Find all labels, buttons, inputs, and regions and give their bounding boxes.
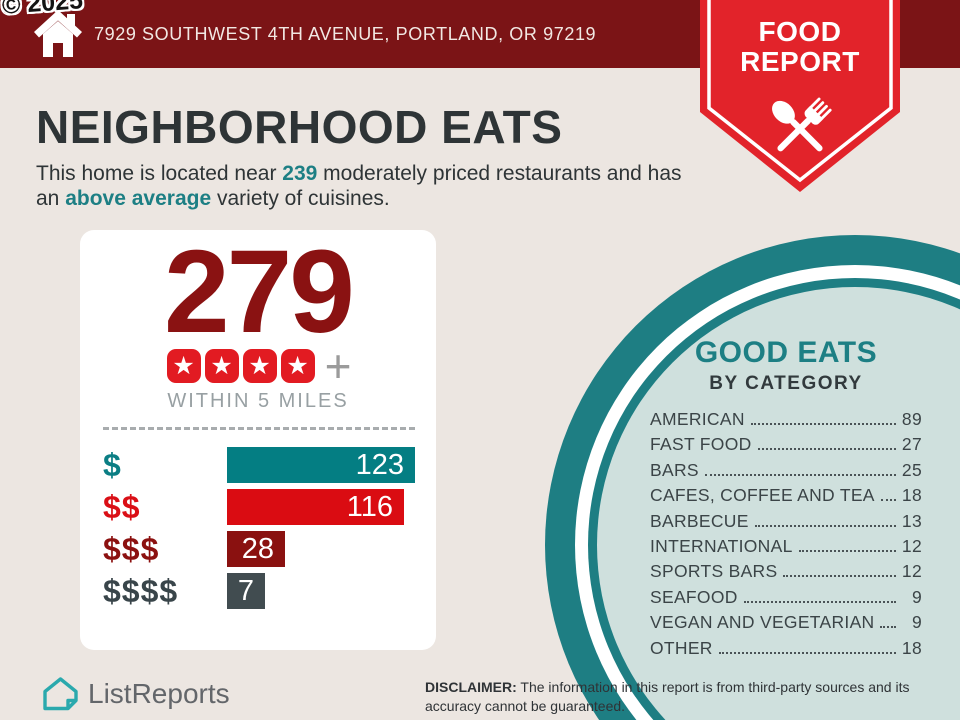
listreports-brand: ListReports — [42, 676, 230, 712]
star-icon: ★ — [242, 349, 277, 383]
category-row: SPORTS BARS 12 — [650, 561, 922, 586]
price-tier-bar-chart: $123 $$ 116 $$$ 28 $$$$ 7 — [103, 447, 416, 615]
category-value: 9 — [911, 586, 922, 607]
dotted-leader — [718, 651, 896, 654]
category-label: OTHER — [650, 637, 713, 658]
subtitle-text-3: variety of cuisines. — [211, 187, 390, 210]
property-address: 7929 SOUTHWEST 4TH AVENUE, PORTLAND, OR … — [94, 23, 597, 44]
category-list: AMERICAN 89 FAST FOOD 27 BARS 25 CAFES, COFFEE… — [650, 409, 922, 663]
dotted-leader — [880, 499, 896, 502]
disclaimer-label: DISCLAIMER: — [425, 679, 517, 695]
brand-name: ListReports — [88, 678, 230, 709]
star-glyph: ★ — [286, 350, 309, 380]
price-bar-row: $$$$ 7 — [103, 573, 416, 609]
food-report-ribbon: FOOD REPORT — [700, 0, 900, 200]
category-value: 13 — [901, 510, 922, 531]
dotted-leader — [754, 524, 896, 527]
price-bar-row: $$$ 28 — [103, 531, 416, 567]
home-icon — [34, 10, 82, 57]
star-icon: ★ — [204, 349, 239, 383]
dotted-leader — [757, 448, 896, 451]
category-label: VEGAN AND VEGETARIAN — [650, 612, 875, 633]
category-label: INTERNATIONAL — [650, 535, 793, 556]
category-value: 12 — [901, 561, 922, 582]
category-value: 25 — [901, 459, 922, 480]
star-glyph: ★ — [248, 350, 271, 380]
category-row: INTERNATIONAL 12 — [650, 536, 922, 561]
radius-label: WITHIN 5 MILES — [167, 390, 349, 412]
ribbon-line1: FOOD — [758, 16, 842, 47]
price-bar-row: $123 — [103, 447, 416, 483]
price-tier-label: $$ — [103, 488, 141, 525]
listreports-logo-icon — [43, 677, 78, 711]
dotted-leader — [743, 600, 896, 603]
category-label: CAFES, COFFEE AND TEA — [650, 485, 875, 506]
category-row: OTHER 18 — [650, 638, 922, 663]
category-label: SEAFOOD — [650, 586, 738, 607]
category-value: 27 — [901, 434, 922, 455]
good-eats-subtitle: BY CATEGORY — [709, 373, 863, 394]
variety-highlight: above average — [65, 187, 212, 210]
star-icon: ★ — [166, 349, 201, 383]
dotted-leader — [704, 473, 896, 476]
category-label: SPORTS BARS — [650, 561, 778, 582]
category-row: SEAFOOD 9 — [650, 587, 922, 612]
dotted-leader — [798, 549, 896, 552]
dotted-leader — [880, 626, 896, 629]
dotted-leader — [750, 423, 896, 425]
price-bar-value: 7 — [237, 574, 254, 607]
good-eats-title: GOOD EATS — [694, 336, 878, 369]
category-row: AMERICAN 89 — [650, 409, 922, 434]
price-bar: 28 — [227, 531, 285, 567]
plus-icon: + — [324, 340, 352, 392]
restaurant-summary-card: 279 ★ ★ ★ ★ + WITHIN 5 MILES $123 $$ 116 $$$ 28 $… — [80, 230, 436, 650]
rating-stars: ★ ★ ★ ★ + — [80, 340, 436, 392]
star-icon: ★ — [280, 349, 315, 383]
total-restaurant-count: 279 — [164, 226, 355, 358]
page-title: NEIGHBORHOOD EATS — [36, 101, 563, 153]
price-bar: 116 — [227, 489, 404, 525]
category-value: 18 — [901, 637, 922, 658]
subtitle-text-2: moderately priced restaurants and has an — [36, 162, 682, 210]
category-row: VEGAN AND VEGETARIAN 9 — [650, 612, 922, 637]
star-glyph: ★ — [210, 350, 233, 380]
star-glyph: ★ — [172, 350, 195, 380]
dashed-divider — [103, 427, 415, 430]
ribbon-line2: REPORT — [740, 46, 860, 77]
price-tier-label: $ — [103, 446, 122, 483]
category-row: CAFES, COFFEE AND TEA 18 — [650, 485, 922, 510]
subtitle-text-1: This home is located near — [36, 162, 283, 185]
category-label: BARBECUE — [650, 510, 749, 531]
category-value: 12 — [901, 535, 922, 556]
ribbon-banner-shape — [700, 0, 900, 192]
category-label: AMERICAN — [650, 409, 745, 429]
category-value: 89 — [901, 409, 922, 429]
price-bar: 7 — [227, 573, 265, 609]
disclaimer-text: The information in this report is from t… — [425, 679, 910, 714]
disclaimer: DISCLAIMER: The information in this repo… — [425, 678, 941, 715]
category-row: FAST FOOD 27 — [650, 434, 922, 459]
price-bar-value: 28 — [241, 532, 274, 565]
category-value: 9 — [911, 612, 922, 633]
page-subtitle: This home is located near 239 moderately… — [36, 161, 686, 211]
good-eats-panel: GOOD EATS BY CATEGORY AMERICAN 89 FAST FOO… — [650, 336, 922, 663]
ribbon-title: FOOD REPORT — [700, 17, 900, 77]
category-value: 18 — [901, 485, 922, 506]
price-tier-label: $$$$ — [103, 572, 179, 609]
category-row: BARBECUE 13 — [650, 511, 922, 536]
category-row: BARS 25 — [650, 460, 922, 485]
dotted-leader — [783, 575, 896, 578]
price-bar: 123 — [227, 447, 415, 483]
category-label: BARS — [650, 459, 699, 480]
spoon-fork-icon — [772, 97, 832, 152]
price-bar-value: 123 — [355, 448, 404, 481]
category-label: FAST FOOD — [650, 434, 752, 455]
price-bar-value: 116 — [346, 490, 393, 523]
price-bar-row: $$ 116 — [103, 489, 416, 525]
price-tier-label: $$$ — [103, 530, 160, 567]
restaurant-count: 239 — [282, 162, 318, 185]
